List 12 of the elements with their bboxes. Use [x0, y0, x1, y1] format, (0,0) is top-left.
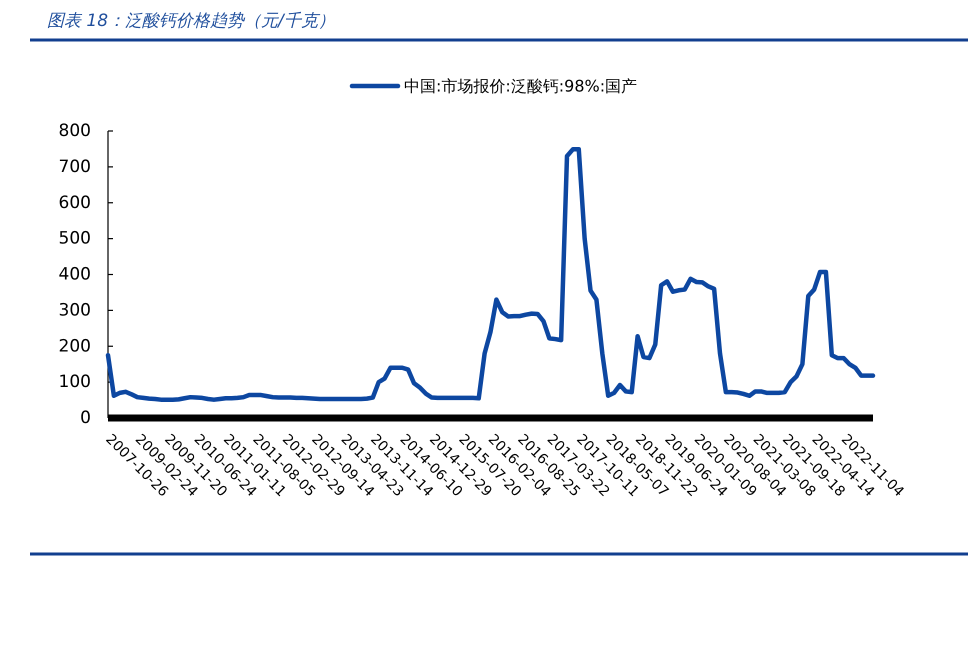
- y-tick-label: 800: [58, 121, 91, 141]
- title: 图表 18：泛酸钙价格趋势（元/千克）: [47, 11, 335, 31]
- y-tick-label: 300: [58, 300, 91, 320]
- y-tick-label: 500: [58, 228, 91, 249]
- legend-label: 中国:市场报价:泛酸钙:98%:国产: [404, 76, 638, 96]
- y-tick-label: 700: [58, 156, 91, 177]
- y-tick-label: 100: [58, 372, 91, 392]
- y-tick-label: 200: [58, 336, 91, 356]
- y-tick-label: 600: [58, 192, 91, 213]
- y-tick-label: 0: [80, 408, 91, 428]
- legend: 中国:市场报价:泛酸钙:98%:国产: [350, 76, 638, 96]
- y-tick-label: 400: [58, 264, 91, 284]
